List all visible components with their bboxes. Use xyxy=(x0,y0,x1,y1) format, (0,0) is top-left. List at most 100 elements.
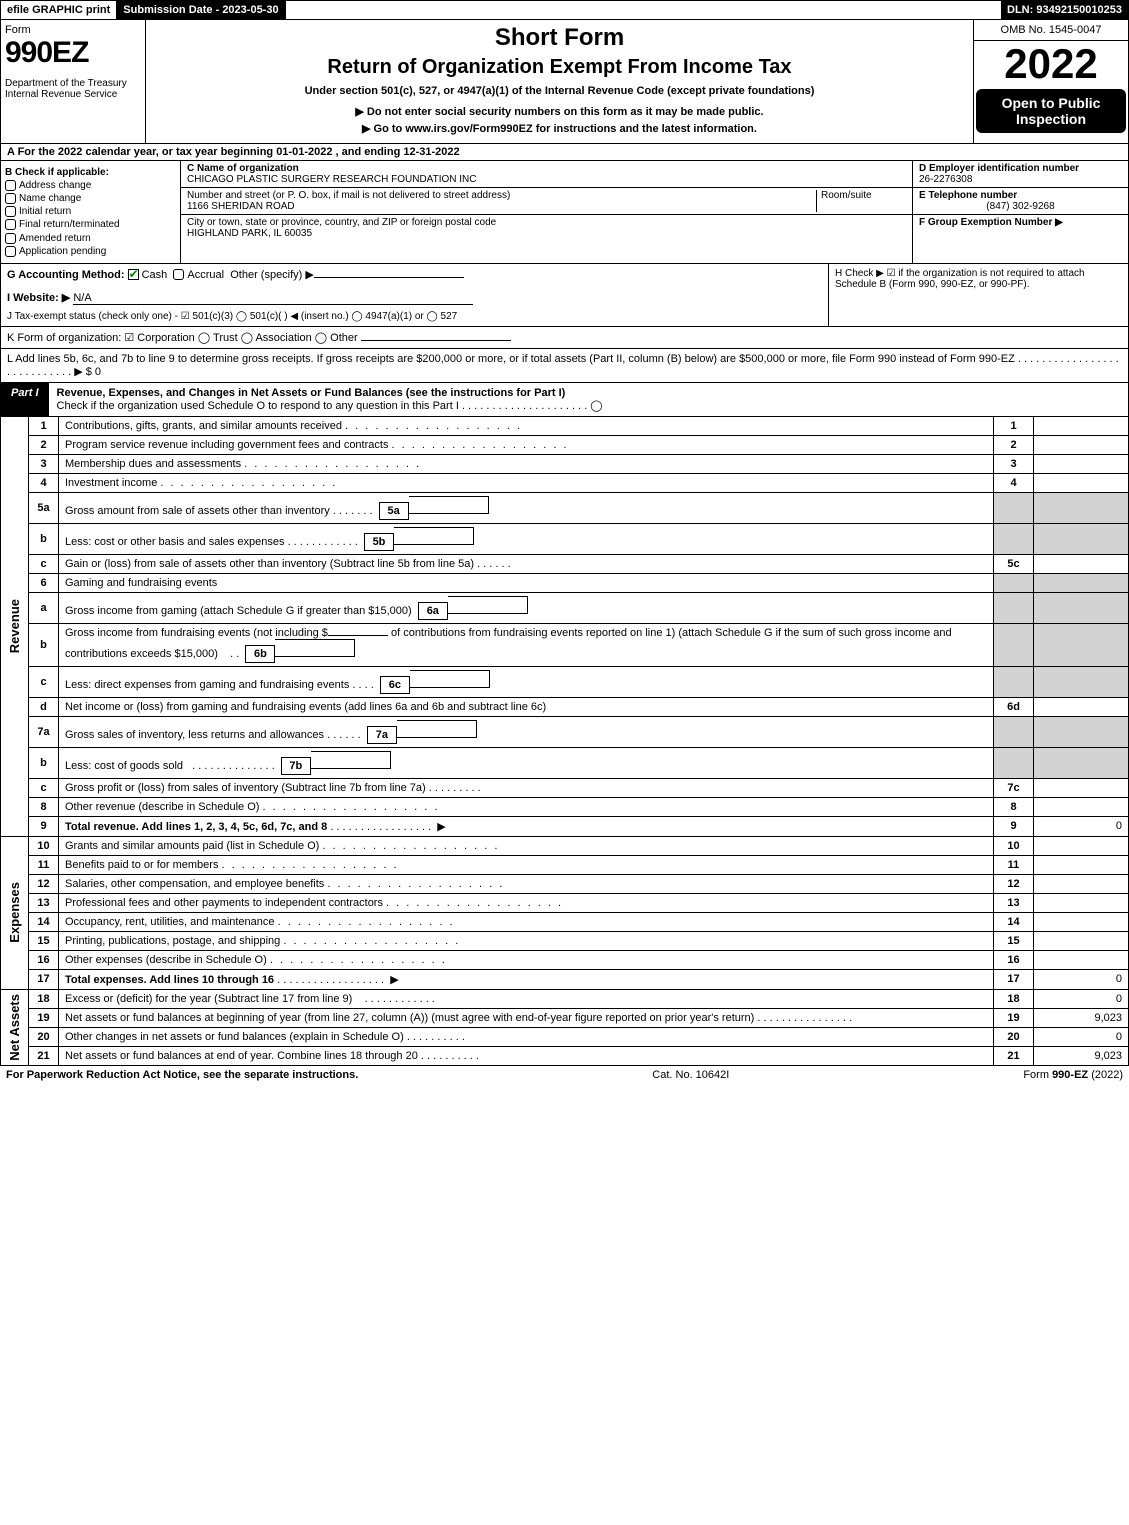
chk-cash[interactable] xyxy=(128,269,139,280)
lbl-final: Final return/terminated xyxy=(19,220,120,231)
ln2: Program service revenue including govern… xyxy=(59,435,994,454)
ln6c: Less: direct expenses from gaming and fu… xyxy=(59,666,994,697)
header-right: OMB No. 1545-0047 2022 Open to Public In… xyxy=(973,20,1128,143)
tel: (847) 302-9268 xyxy=(919,201,1122,212)
city-label: City or town, state or province, country… xyxy=(187,217,906,228)
ein: 26-2276308 xyxy=(919,174,1122,185)
tel-label: E Telephone number xyxy=(919,190,1122,201)
lbl-initial: Initial return xyxy=(19,206,71,217)
chk-address[interactable] xyxy=(5,180,16,191)
lbl-name: Name change xyxy=(19,193,81,204)
submission-date: Submission Date - 2023-05-30 xyxy=(117,1,285,19)
chk-initial[interactable] xyxy=(5,206,16,217)
irs: Internal Revenue Service xyxy=(5,89,141,100)
chk-final[interactable] xyxy=(5,219,16,230)
under-section: Under section 501(c), 527, or 4947(a)(1)… xyxy=(150,85,969,97)
ln10: Grants and similar amounts paid (list in… xyxy=(59,836,994,855)
ln7b: Less: cost of goods sold . . . . . . . .… xyxy=(59,747,994,778)
section-bcd: B Check if applicable: Address change Na… xyxy=(0,161,1129,264)
ln5c: Gain or (loss) from sale of assets other… xyxy=(59,554,994,573)
col-d-numbers: D Employer identification number 26-2276… xyxy=(913,161,1128,263)
footer-mid: Cat. No. 10642I xyxy=(652,1069,729,1081)
website-val: N/A xyxy=(73,292,473,305)
chk-amended[interactable] xyxy=(5,233,16,244)
form-number: 990EZ xyxy=(5,36,141,70)
ln6a: Gross income from gaming (attach Schedul… xyxy=(59,592,994,623)
room-suite: Room/suite xyxy=(816,190,906,212)
ln9: Total revenue. Add lines 1, 2, 3, 4, 5c,… xyxy=(59,816,994,836)
tax-year: 2022 xyxy=(974,41,1128,87)
ln18: Excess or (deficit) for the year (Subtra… xyxy=(59,989,994,1008)
ln12: Salaries, other compensation, and employ… xyxy=(59,874,994,893)
main-title: Return of Organization Exempt From Incom… xyxy=(150,56,969,79)
chk-accrual[interactable] xyxy=(173,269,184,280)
ln1-num: 1 xyxy=(29,417,59,436)
ln19: Net assets or fund balances at beginning… xyxy=(59,1008,994,1027)
g-label: G Accounting Method: xyxy=(7,269,125,281)
ln13: Professional fees and other payments to … xyxy=(59,893,994,912)
ln3: Membership dues and assessments xyxy=(59,454,994,473)
part1-check: Check if the organization used Schedule … xyxy=(57,400,603,412)
i-label: I Website: ▶ xyxy=(7,292,70,304)
j-tax-exempt: J Tax-exempt status (check only one) - ☑… xyxy=(7,311,822,322)
dln: DLN: 93492150010253 xyxy=(1001,1,1128,19)
h-check: H Check ▶ ☑ if the organization is not r… xyxy=(828,264,1128,326)
ln7c: Gross profit or (loss) from sales of inv… xyxy=(59,778,994,797)
ln7a: Gross sales of inventory, less returns a… xyxy=(59,716,994,747)
street-label: Number and street (or P. O. box, if mail… xyxy=(187,190,816,201)
k-text: K Form of organization: ☑ Corporation ◯ … xyxy=(7,332,358,344)
no-ssn: ▶ Do not enter social security numbers o… xyxy=(150,105,969,118)
form-header: Form 990EZ Department of the Treasury In… xyxy=(0,20,1129,144)
c-name-label: C Name of organization xyxy=(187,163,906,174)
part1-title: Revenue, Expenses, and Changes in Net As… xyxy=(57,387,566,399)
side-net: Net Assets xyxy=(7,994,22,1061)
dept: Department of the Treasury xyxy=(5,78,141,89)
header-left: Form 990EZ Department of the Treasury In… xyxy=(1,20,146,143)
lines-table: Revenue 1 Contributions, gifts, grants, … xyxy=(0,417,1129,1066)
short-form-title: Short Form xyxy=(150,24,969,52)
efile-print[interactable]: efile GRAPHIC print xyxy=(1,1,117,19)
part1-label: Part I xyxy=(1,383,49,416)
lbl-other: Other (specify) ▶ xyxy=(230,269,314,281)
ln5a: Gross amount from sale of assets other t… xyxy=(59,492,994,523)
ln17: Total expenses. Add lines 10 through 16 … xyxy=(59,969,994,989)
ln4: Investment income xyxy=(59,473,994,492)
section-k: K Form of organization: ☑ Corporation ◯ … xyxy=(0,327,1129,349)
org-name: CHICAGO PLASTIC SURGERY RESEARCH FOUNDAT… xyxy=(187,174,906,185)
section-ghij: G Accounting Method: Cash Accrual Other … xyxy=(0,264,1129,327)
ln16: Other expenses (describe in Schedule O) xyxy=(59,950,994,969)
row-a-calendar: A For the 2022 calendar year, or tax yea… xyxy=(0,144,1129,161)
open-to-public: Open to Public Inspection xyxy=(976,89,1126,133)
ln15: Printing, publications, postage, and shi… xyxy=(59,931,994,950)
lbl-accrual: Accrual xyxy=(187,269,224,281)
col-b-checkboxes: B Check if applicable: Address change Na… xyxy=(1,161,181,263)
chk-app[interactable] xyxy=(5,246,16,257)
b-title: B Check if applicable: xyxy=(5,167,176,178)
ln6: Gaming and fundraising events xyxy=(59,573,994,592)
h-text: H Check ▶ ☑ if the organization is not r… xyxy=(835,268,1085,290)
ln8: Other revenue (describe in Schedule O) xyxy=(59,797,994,816)
ln14: Occupancy, rent, utilities, and maintena… xyxy=(59,912,994,931)
lbl-amended: Amended return xyxy=(19,233,91,244)
ln20: Other changes in net assets or fund bala… xyxy=(59,1027,994,1046)
ln1: Contributions, gifts, grants, and simila… xyxy=(59,417,994,436)
header-mid: Short Form Return of Organization Exempt… xyxy=(146,20,973,143)
lbl-cash: Cash xyxy=(142,269,168,281)
ln6b: Gross income from fundraising events (no… xyxy=(59,623,994,666)
lbl-app: Application pending xyxy=(19,246,106,257)
ln21: Net assets or fund balances at end of ye… xyxy=(59,1046,994,1065)
ln5b: Less: cost or other basis and sales expe… xyxy=(59,523,994,554)
ln6d: Net income or (loss) from gaming and fun… xyxy=(59,697,994,716)
footer: For Paperwork Reduction Act Notice, see … xyxy=(0,1066,1129,1084)
side-revenue: Revenue xyxy=(7,599,22,653)
omb-number: OMB No. 1545-0047 xyxy=(974,20,1128,41)
group-label: F Group Exemption Number ▶ xyxy=(919,217,1122,228)
section-l: L Add lines 5b, 6c, and 7b to line 9 to … xyxy=(0,349,1129,383)
street: 1166 SHERIDAN ROAD xyxy=(187,201,816,212)
chk-name[interactable] xyxy=(5,193,16,204)
col-c-org: C Name of organization CHICAGO PLASTIC S… xyxy=(181,161,913,263)
goto-link[interactable]: ▶ Go to www.irs.gov/Form990EZ for instru… xyxy=(150,122,969,135)
side-expenses: Expenses xyxy=(7,882,22,943)
footer-right: Form 990-EZ (2022) xyxy=(1023,1069,1123,1081)
form-label: Form xyxy=(5,24,141,36)
